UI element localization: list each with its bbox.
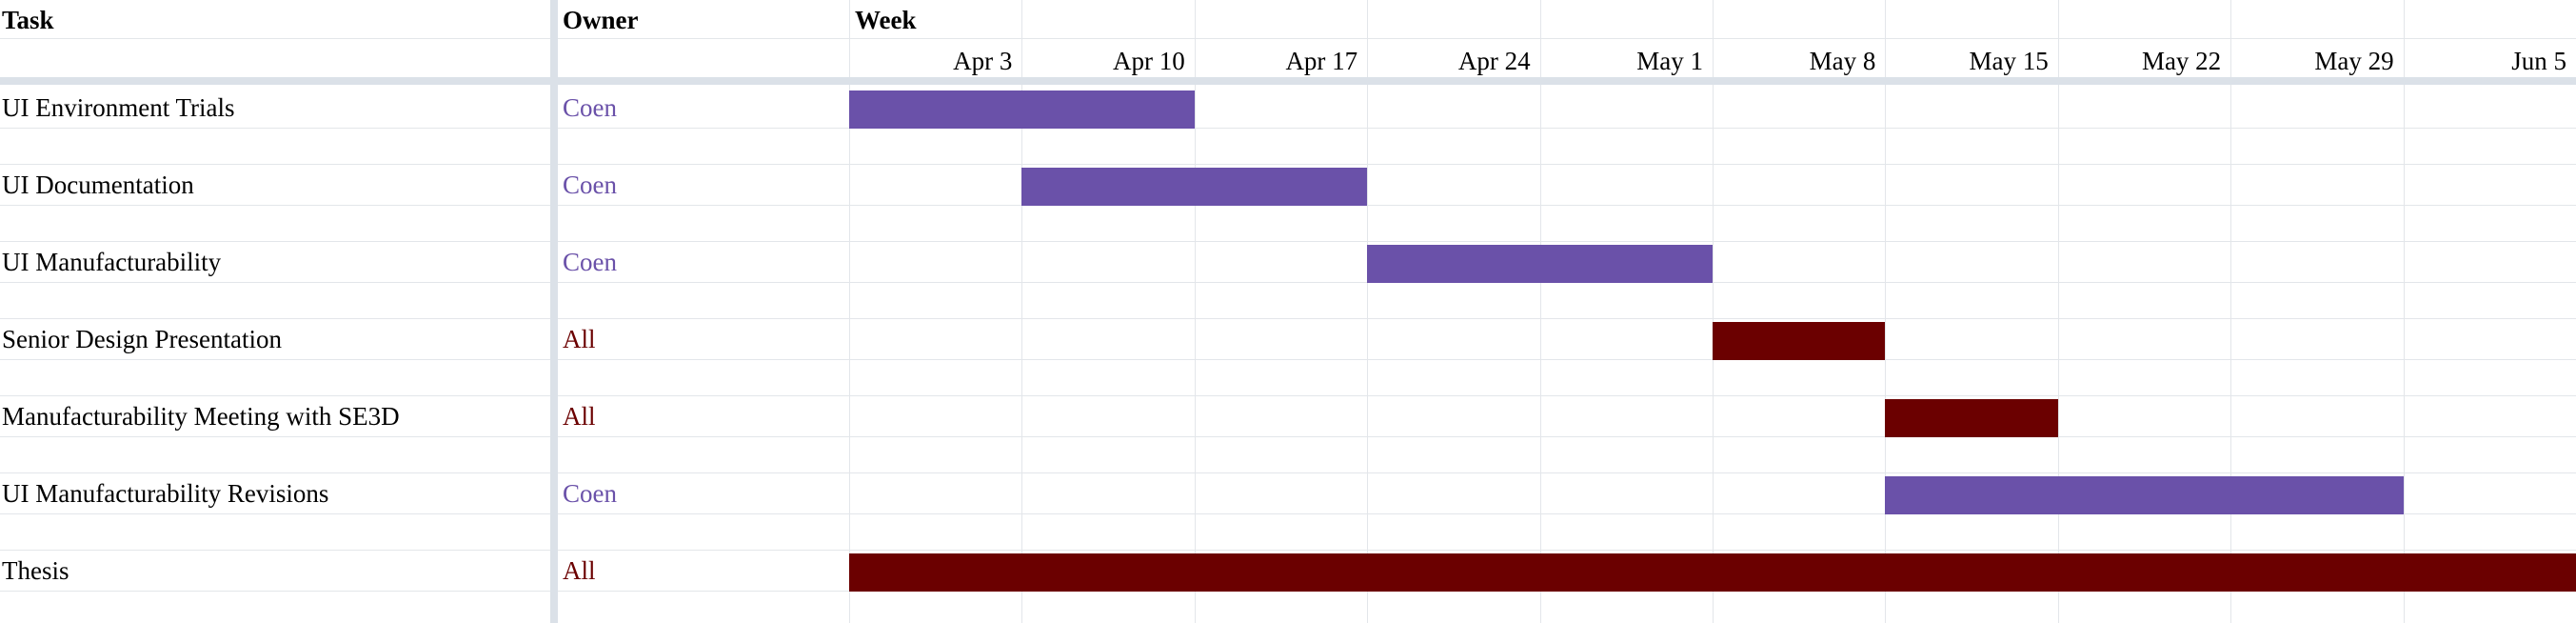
week-tick-label: Apr 3 xyxy=(953,47,1013,75)
week-tick-label: May 22 xyxy=(2141,47,2222,75)
task-column-header: Task xyxy=(2,6,54,34)
task-owner[interactable]: All xyxy=(563,402,596,431)
gantt-bar[interactable] xyxy=(1885,476,2404,514)
gantt-bar[interactable] xyxy=(1367,245,1713,283)
task-name[interactable]: Thesis xyxy=(2,556,69,585)
row-gridline xyxy=(0,241,2576,242)
row-gridline xyxy=(0,513,2576,514)
task-name[interactable]: Senior Design Presentation xyxy=(2,325,282,353)
frozen-column-divider[interactable] xyxy=(550,0,558,623)
row-gridline xyxy=(0,38,2576,39)
gantt-bar[interactable] xyxy=(849,90,1195,129)
week-tick-label: May 29 xyxy=(2314,47,2394,75)
task-owner[interactable]: Coen xyxy=(563,171,617,199)
week-tick-label: May 8 xyxy=(1809,47,1876,75)
row-gridline xyxy=(0,282,2576,283)
week-gridline xyxy=(2404,0,2405,623)
row-gridline xyxy=(0,436,2576,437)
week-gridline xyxy=(2058,0,2059,623)
week-tick-label: May 15 xyxy=(1969,47,2049,75)
task-owner[interactable]: Coen xyxy=(563,479,617,508)
week-column-header: Week xyxy=(855,6,917,34)
week-gridline xyxy=(1367,0,1368,623)
week-gridline xyxy=(1885,0,1886,623)
task-owner[interactable]: All xyxy=(563,325,596,353)
row-gridline xyxy=(0,550,2576,551)
task-owner[interactable]: Coen xyxy=(563,248,617,276)
week-gridline xyxy=(1195,0,1196,623)
week-tick-label: Apr 17 xyxy=(1285,47,1358,75)
task-name[interactable]: UI Manufacturability Revisions xyxy=(2,479,329,508)
gantt-bar[interactable] xyxy=(849,553,2576,592)
frozen-row-divider[interactable] xyxy=(0,77,2576,85)
week-gridline xyxy=(1021,0,1022,623)
task-owner[interactable]: Coen xyxy=(563,93,617,122)
task-name[interactable]: Manufacturability Meeting with SE3D xyxy=(2,402,400,431)
task-name[interactable]: UI Documentation xyxy=(2,171,194,199)
row-gridline xyxy=(0,359,2576,360)
owner-column-header: Owner xyxy=(563,6,639,34)
week-tick-label: Apr 10 xyxy=(1113,47,1185,75)
row-gridline xyxy=(0,128,2576,129)
gantt-bar[interactable] xyxy=(1885,399,2058,437)
row-gridline xyxy=(0,318,2576,319)
week-gridline xyxy=(2230,0,2231,623)
row-gridline xyxy=(0,164,2576,165)
task-name[interactable]: UI Manufacturability xyxy=(2,248,222,276)
week-gridline xyxy=(1540,0,1541,623)
gantt-bar[interactable] xyxy=(1021,168,1368,206)
week-gridline xyxy=(849,0,850,623)
week-tick-label: Apr 24 xyxy=(1457,47,1531,75)
week-tick-label: Jun 5 xyxy=(2511,47,2566,75)
task-owner[interactable]: All xyxy=(563,556,596,585)
task-name[interactable]: UI Environment Trials xyxy=(2,93,235,122)
week-tick-label: May 1 xyxy=(1636,47,1703,75)
row-gridline xyxy=(0,395,2576,396)
gantt-bar[interactable] xyxy=(1713,322,1886,360)
row-gridline xyxy=(0,472,2576,473)
week-gridline xyxy=(1713,0,1714,623)
